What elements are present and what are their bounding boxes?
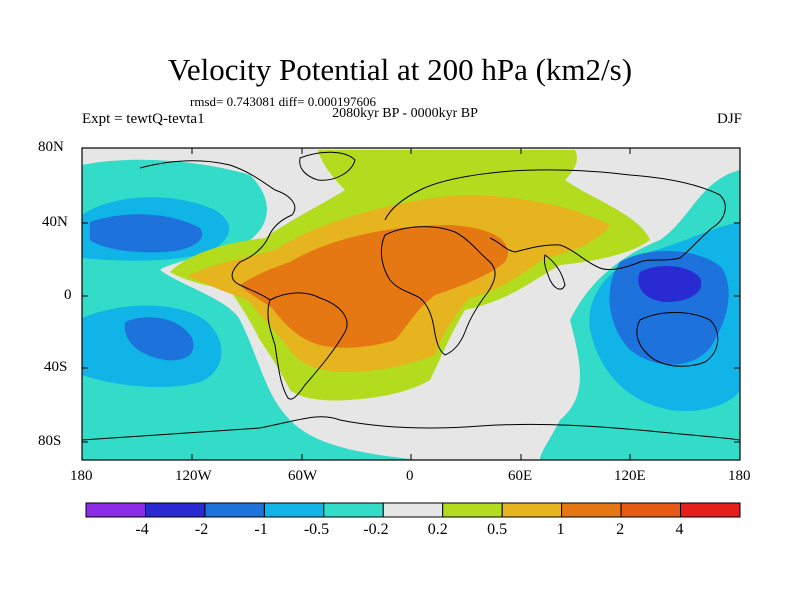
colorbar-label: 4 [676, 521, 684, 539]
colorbar-box [621, 503, 681, 517]
x-tick-label: 180 [70, 468, 93, 485]
colorbar-label: -1 [254, 521, 267, 539]
x-tick-label: 120E [614, 468, 646, 485]
colorbar-label: -2 [195, 521, 208, 539]
colorbar [86, 503, 740, 517]
x-tick-label: 60E [508, 468, 532, 485]
y-tick-label: 80N [38, 139, 64, 156]
colorbar-box [146, 503, 206, 517]
colorbar-label: -4 [135, 521, 148, 539]
y-tick-label: 40S [44, 359, 67, 376]
season-label: DJF [717, 111, 742, 128]
colorbar-box [324, 503, 384, 517]
x-tick-label: 60W [288, 468, 317, 485]
colorbar-label: -0.5 [304, 521, 329, 539]
colorbar-label: 0.5 [487, 521, 507, 539]
colorbar-box [383, 503, 443, 517]
colorbar-box [502, 503, 562, 517]
colorbar-box [264, 503, 324, 517]
y-tick-label: 0 [64, 287, 72, 304]
x-tick-label: 120W [175, 468, 212, 485]
colorbar-box [681, 503, 741, 517]
colorbar-box [205, 503, 265, 517]
colorbar-box [86, 503, 146, 517]
colorbar-label: 0.2 [428, 521, 448, 539]
y-tick-label: 80S [38, 433, 61, 450]
map-title: Velocity Potential at 200 hPa (km2/s) [0, 52, 800, 88]
y-tick-label: 40N [42, 214, 68, 231]
colorbar-label: 2 [616, 521, 624, 539]
x-tick-label: 180 [728, 468, 751, 485]
colorbar-box [443, 503, 503, 517]
colorbar-label: -0.2 [363, 521, 388, 539]
x-tick-label: 0 [406, 468, 414, 485]
colorbar-box [562, 503, 622, 517]
colorbar-label: 1 [557, 521, 565, 539]
experiment-label: Expt = tewtQ-tevta1 [82, 111, 205, 128]
